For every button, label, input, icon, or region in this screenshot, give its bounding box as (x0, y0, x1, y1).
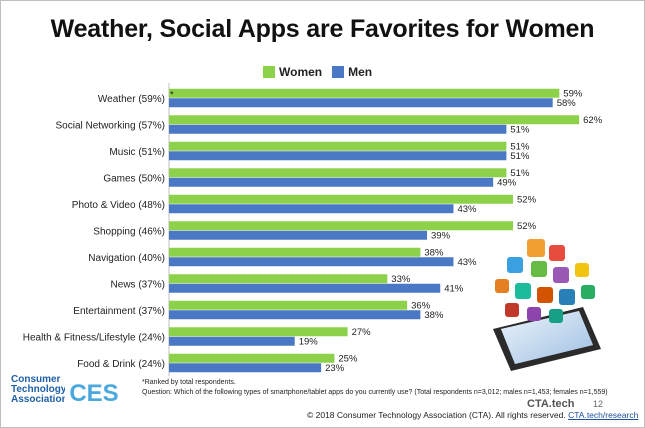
research-link[interactable]: CTA.tech/research (568, 410, 639, 420)
bar-women (169, 168, 507, 178)
bar-men (169, 230, 427, 240)
chart-legend: Women Men (263, 65, 382, 79)
page-title: Weather, Social Apps are Favorites for W… (50, 15, 595, 43)
category-label: Food & Drink (24%) (77, 359, 165, 370)
data-label: 43% (457, 204, 477, 215)
bar-women (169, 353, 335, 363)
bar-men (169, 310, 421, 320)
data-label: 62% (583, 115, 603, 126)
legend-swatch-men (332, 66, 345, 78)
ces-logo-text: CES (69, 380, 118, 407)
bar-men (169, 151, 507, 161)
bar-women (169, 194, 513, 204)
bar-women (169, 274, 388, 284)
bar-men (169, 98, 553, 108)
data-label: 59% (563, 88, 583, 99)
cta-logo-line1: Consumer (11, 374, 61, 385)
copyright-notice: © 2018 Consumer Technology Association (… (307, 410, 638, 420)
bar-women (169, 247, 421, 257)
data-label: 38% (424, 310, 444, 321)
phone-apps-illustration (493, 239, 601, 371)
bar-women (169, 88, 560, 98)
page-number: 12 (593, 399, 604, 409)
category-label: Photo & Video (48%) (72, 200, 165, 211)
cta-logo: Consumer Technology Association (11, 375, 68, 405)
data-label: 23% (325, 363, 345, 374)
legend-label-women: Women (279, 65, 323, 79)
data-label: 36% (411, 300, 431, 311)
category-label: Weather (59%) (98, 94, 165, 105)
cta-logo-line2: Technology (11, 384, 67, 395)
data-label: 51% (510, 151, 530, 162)
data-label: 58% (557, 98, 577, 109)
category-label: Music (51%) (109, 147, 165, 158)
bar-men (169, 204, 454, 214)
bar-men (169, 283, 441, 293)
data-label: 43% (457, 257, 477, 268)
category-label: Games (50%) (103, 173, 165, 184)
category-label: Health & Fitness/Lifestyle (24%) (23, 332, 165, 343)
category-label: Entertainment (37%) (73, 306, 165, 317)
footnote-question: Question: Which of the following types o… (142, 389, 608, 396)
bar-men (169, 124, 507, 134)
data-label: 52% (517, 194, 537, 205)
data-label: 51% (510, 141, 530, 152)
bar-women (169, 300, 408, 310)
bar-men (169, 257, 454, 267)
bar-women (169, 141, 507, 151)
data-label: 49% (497, 177, 517, 188)
category-label: Shopping (46%) (93, 226, 165, 237)
bar-chart: Weather (59%) 59%58% Social Networking (57… (23, 83, 603, 377)
data-label: 38% (424, 247, 444, 258)
bar-women (169, 115, 580, 125)
category-label: News (37%) (111, 279, 165, 290)
legend-item-women: Women (263, 65, 322, 79)
bar-men (169, 363, 322, 373)
bar-women (169, 327, 348, 337)
legend-swatch-women (263, 66, 275, 78)
data-label: 51% (510, 124, 530, 135)
bar-men (169, 336, 295, 346)
data-label: 41% (444, 283, 464, 294)
data-label: 19% (299, 336, 319, 347)
cta-tech-brand: CTA.tech (527, 398, 575, 410)
ranking-asterisk: * (170, 89, 174, 100)
legend-label-men: Men (348, 65, 373, 79)
data-label: 25% (338, 353, 358, 364)
data-label: 27% (352, 327, 372, 338)
data-label: 51% (510, 168, 530, 179)
category-label: Social Networking (57%) (56, 120, 166, 131)
cta-logo-line3: Association (11, 394, 68, 405)
footnote-ranked: *Ranked by total respondents. (142, 379, 236, 386)
data-label: 52% (517, 221, 537, 232)
legend-item-men: Men (332, 65, 372, 79)
category-label: Navigation (40%) (88, 253, 165, 264)
bar-women (169, 221, 513, 231)
copyright-text: © 2018 Consumer Technology Association (… (307, 410, 566, 420)
data-label: 39% (431, 230, 451, 241)
ces-logo: CES (65, 375, 123, 409)
bar-men (169, 177, 494, 187)
data-label: 33% (391, 274, 411, 285)
